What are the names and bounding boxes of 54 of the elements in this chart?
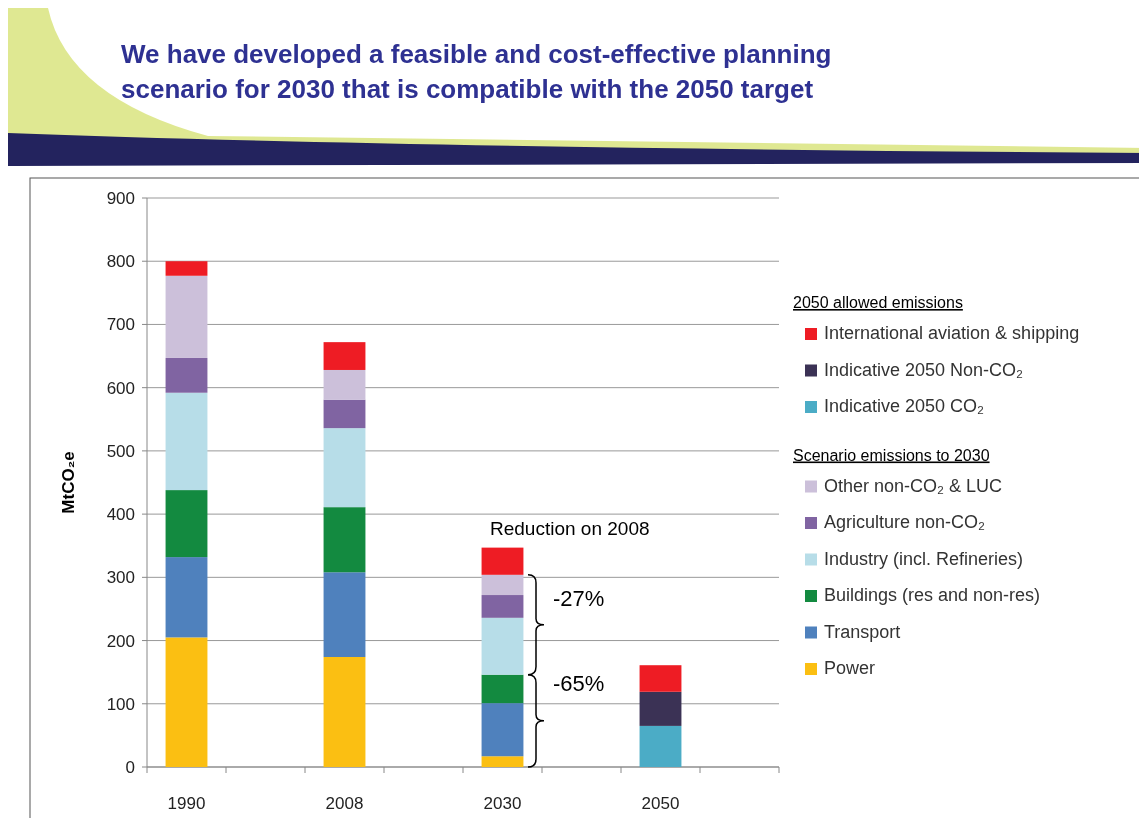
bar bbox=[165, 275, 208, 358]
bar bbox=[165, 490, 208, 558]
legend-label: Indicative 2050 Non-CO₂ bbox=[824, 359, 1024, 380]
bar bbox=[323, 428, 366, 508]
chart-title: We have developed a feasible and cost-effective planning scenario for 2030 that is compatible with the 2050 target bbox=[121, 39, 832, 104]
bar bbox=[323, 656, 366, 767]
bar bbox=[481, 595, 524, 618]
bar bbox=[323, 399, 366, 429]
bar bbox=[639, 691, 682, 726]
y-tick-label: 400 bbox=[106, 505, 135, 525]
text: 2050 allowed emissions bbox=[793, 294, 963, 311]
bar bbox=[323, 342, 366, 370]
bar bbox=[165, 557, 208, 638]
text: Scenario emissions to 2030 bbox=[793, 446, 990, 464]
bar bbox=[323, 507, 366, 573]
bar bbox=[165, 392, 208, 491]
x-tick-label: 2008 bbox=[325, 794, 364, 813]
annotation: -27% bbox=[553, 586, 605, 611]
y-tick-label: 800 bbox=[106, 252, 135, 272]
bar bbox=[481, 674, 524, 704]
annotation: Reduction on 2008 bbox=[490, 518, 650, 539]
bar bbox=[323, 369, 366, 400]
y-tick-label: 200 bbox=[106, 631, 135, 651]
y-tick-label: 0 bbox=[125, 757, 135, 777]
legend-label: Buildings (res and non-res) bbox=[824, 585, 1041, 605]
legend-label: Other non-CO₂ & LUC bbox=[824, 475, 1003, 496]
bar bbox=[639, 725, 682, 767]
y-tick-label: 500 bbox=[106, 441, 135, 461]
y-tick-label: 600 bbox=[106, 378, 135, 398]
bar bbox=[165, 637, 208, 767]
y-tick-label: 100 bbox=[106, 694, 135, 714]
bar bbox=[481, 547, 524, 575]
legend-label: International aviation & shipping bbox=[824, 323, 1080, 343]
legend-label: Industry (incl. Refineries) bbox=[824, 548, 1024, 569]
bar bbox=[481, 756, 524, 767]
annotation: -65% bbox=[553, 671, 605, 696]
bar bbox=[481, 703, 524, 757]
x-tick-label: 2050 bbox=[641, 794, 680, 813]
bar bbox=[481, 617, 524, 675]
x-tick-label: 1990 bbox=[167, 794, 206, 813]
bar bbox=[639, 665, 682, 692]
y-axis-title: MtCO₂e bbox=[59, 451, 78, 514]
legend-label: Agriculture non-CO₂ bbox=[824, 512, 986, 532]
y-tick-label: 700 bbox=[106, 315, 135, 335]
y-tick-label: 900 bbox=[106, 188, 135, 208]
bar bbox=[165, 357, 208, 393]
legend-label: Power bbox=[824, 658, 876, 678]
legend-label: Transport bbox=[824, 621, 901, 642]
bar bbox=[165, 261, 208, 276]
y-tick-label: 300 bbox=[106, 568, 135, 588]
x-tick-label: 2030 bbox=[483, 794, 522, 813]
legend-label: Indicative 2050 CO₂ bbox=[824, 396, 985, 416]
bar bbox=[323, 572, 366, 657]
bar bbox=[481, 574, 524, 596]
